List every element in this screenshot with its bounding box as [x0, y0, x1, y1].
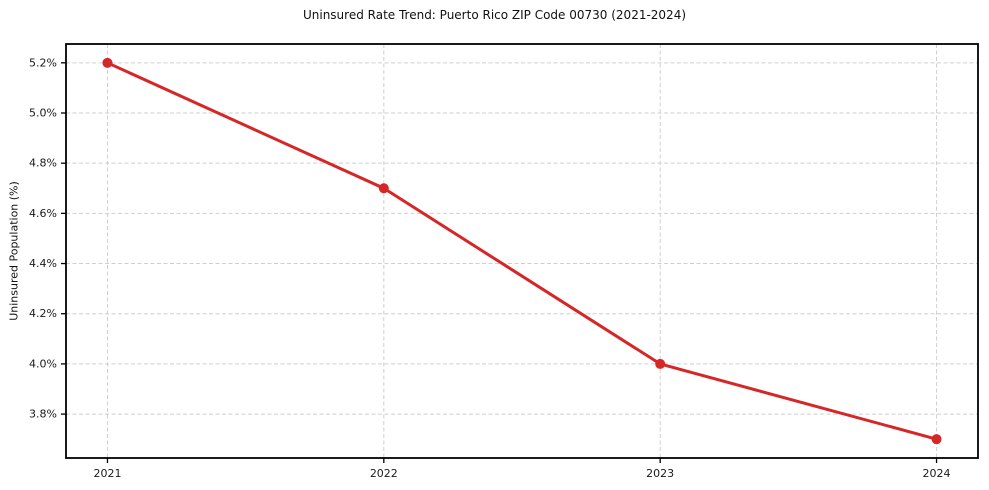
y-tick-label: 4.4%	[29, 257, 57, 270]
y-tick-label: 5.2%	[29, 56, 57, 69]
data-point-2022	[378, 183, 389, 194]
data-point-2024	[931, 434, 942, 445]
y-tick-label: 4.8%	[29, 157, 57, 170]
x-tick-label: 2023	[646, 467, 674, 480]
y-tick-label: 4.6%	[29, 207, 57, 220]
data-point-2021	[102, 57, 113, 68]
y-tick-label: 5.0%	[29, 107, 57, 120]
y-tick-label: 3.8%	[29, 408, 57, 421]
y-tick-label: 4.0%	[29, 357, 57, 370]
x-tick-label: 2024	[923, 467, 951, 480]
x-tick-label: 2022	[370, 467, 398, 480]
plot-border	[65, 43, 979, 459]
chart-title: Uninsured Rate Trend: Puerto Rico ZIP Co…	[302, 8, 687, 22]
x-tick-label: 2021	[93, 467, 121, 480]
y-tick-label: 4.2%	[29, 307, 57, 320]
trend-line	[105, 61, 939, 441]
data-point-2023	[655, 358, 666, 369]
